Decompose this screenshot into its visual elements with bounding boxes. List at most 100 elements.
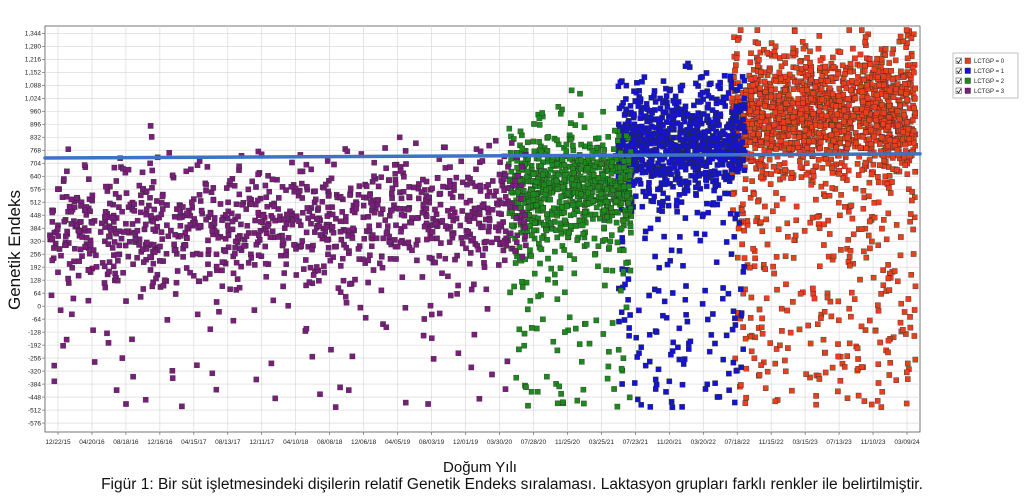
point-lctgp-3 (111, 164, 118, 171)
point-lctgp-0 (783, 281, 789, 288)
point-lctgp-1 (642, 105, 649, 111)
point-lctgp-3 (195, 278, 202, 284)
point-lctgp-3 (421, 223, 428, 230)
point-lctgp-3 (486, 223, 492, 230)
point-lctgp-3 (171, 241, 177, 248)
point-lctgp-0 (833, 103, 839, 110)
legend-checkbox-lctgp-3[interactable] (955, 87, 962, 94)
point-lctgp-1 (619, 238, 626, 245)
point-lctgp-3 (141, 259, 147, 265)
point-lctgp-2 (580, 386, 587, 393)
point-lctgp-3 (303, 161, 310, 168)
point-lctgp-1 (701, 111, 707, 117)
point-lctgp-3 (255, 209, 261, 216)
point-lctgp-2 (554, 186, 561, 193)
scatter-chart: -576-512-448-384-320-256-192-128-6406412… (5, 25, 1019, 476)
point-lctgp-0 (900, 129, 906, 135)
data-points (47, 27, 919, 411)
point-lctgp-3 (411, 184, 417, 191)
y-tick-label: 1,216 (25, 56, 42, 63)
point-lctgp-0 (769, 104, 776, 110)
point-lctgp-0 (810, 291, 816, 297)
point-lctgp-3 (387, 256, 394, 262)
point-lctgp-0 (885, 123, 892, 130)
point-lctgp-3 (174, 268, 181, 274)
point-lctgp-0 (790, 114, 797, 120)
x-tick-label: 04/15/17 (181, 439, 207, 446)
point-lctgp-1 (730, 359, 737, 366)
point-lctgp-3 (316, 223, 323, 229)
point-lctgp-1 (693, 184, 699, 191)
point-lctgp-2 (537, 260, 543, 267)
legend-checkbox-lctgp-2[interactable] (955, 77, 962, 84)
point-lctgp-3 (413, 140, 419, 146)
point-lctgp-1 (679, 381, 686, 388)
point-lctgp-0 (858, 364, 865, 370)
point-lctgp-0 (904, 171, 911, 177)
point-lctgp-2 (544, 373, 550, 380)
point-lctgp-2 (539, 110, 545, 116)
point-lctgp-2 (538, 246, 545, 253)
point-lctgp-1 (646, 292, 652, 299)
point-lctgp-0 (886, 114, 892, 121)
point-lctgp-1 (706, 81, 713, 88)
point-lctgp-3 (136, 242, 142, 248)
point-lctgp-3 (489, 207, 496, 213)
legend-checkbox-lctgp-1[interactable] (955, 67, 962, 74)
point-lctgp-3 (244, 223, 251, 229)
point-lctgp-1 (687, 338, 694, 345)
legend-checkbox-lctgp-0[interactable] (955, 57, 962, 64)
point-lctgp-2 (552, 280, 558, 286)
point-lctgp-2 (626, 394, 633, 401)
point-lctgp-0 (850, 45, 856, 52)
legend-label-lctgp-3: LCTGP = 3 (974, 89, 1005, 95)
point-lctgp-0 (912, 169, 918, 175)
point-lctgp-3 (153, 275, 159, 282)
point-lctgp-0 (905, 296, 912, 302)
point-lctgp-1 (652, 253, 658, 260)
point-lctgp-3 (130, 373, 136, 380)
point-lctgp-0 (812, 83, 818, 90)
point-lctgp-1 (656, 207, 662, 213)
point-lctgp-1 (653, 381, 660, 388)
point-lctgp-3 (306, 279, 313, 285)
point-lctgp-1 (714, 394, 721, 400)
point-lctgp-3 (210, 185, 217, 191)
point-lctgp-0 (877, 162, 883, 168)
point-lctgp-1 (703, 183, 710, 189)
point-lctgp-3 (496, 262, 502, 268)
point-lctgp-0 (761, 47, 767, 53)
point-lctgp-0 (855, 392, 862, 399)
point-lctgp-0 (822, 122, 829, 128)
point-lctgp-1 (642, 193, 649, 199)
point-lctgp-3 (330, 254, 336, 260)
point-lctgp-0 (739, 241, 745, 248)
point-lctgp-3 (466, 218, 473, 224)
point-lctgp-1 (705, 316, 711, 323)
point-lctgp-3 (257, 219, 264, 225)
point-lctgp-3 (78, 219, 84, 225)
point-lctgp-2 (623, 260, 629, 266)
x-tick-label: 08/03/19 (419, 439, 445, 446)
point-lctgp-3 (246, 195, 253, 202)
point-lctgp-2 (544, 211, 550, 217)
point-lctgp-1 (652, 99, 659, 105)
point-lctgp-3 (253, 242, 260, 248)
point-lctgp-0 (740, 201, 746, 208)
point-lctgp-3 (522, 224, 528, 231)
point-lctgp-3 (406, 194, 412, 200)
point-lctgp-2 (584, 165, 591, 172)
point-lctgp-0 (885, 262, 891, 268)
point-lctgp-2 (534, 325, 540, 332)
point-lctgp-2 (551, 219, 558, 225)
point-lctgp-3 (398, 195, 405, 202)
y-tick-label: 1,280 (25, 44, 42, 51)
point-lctgp-0 (807, 67, 814, 74)
point-lctgp-3 (161, 277, 168, 283)
point-lctgp-0 (852, 95, 859, 101)
point-lctgp-3 (68, 209, 74, 215)
point-lctgp-2 (528, 253, 534, 259)
point-lctgp-2 (556, 383, 562, 390)
point-lctgp-3 (440, 183, 446, 190)
point-lctgp-3 (274, 177, 280, 183)
